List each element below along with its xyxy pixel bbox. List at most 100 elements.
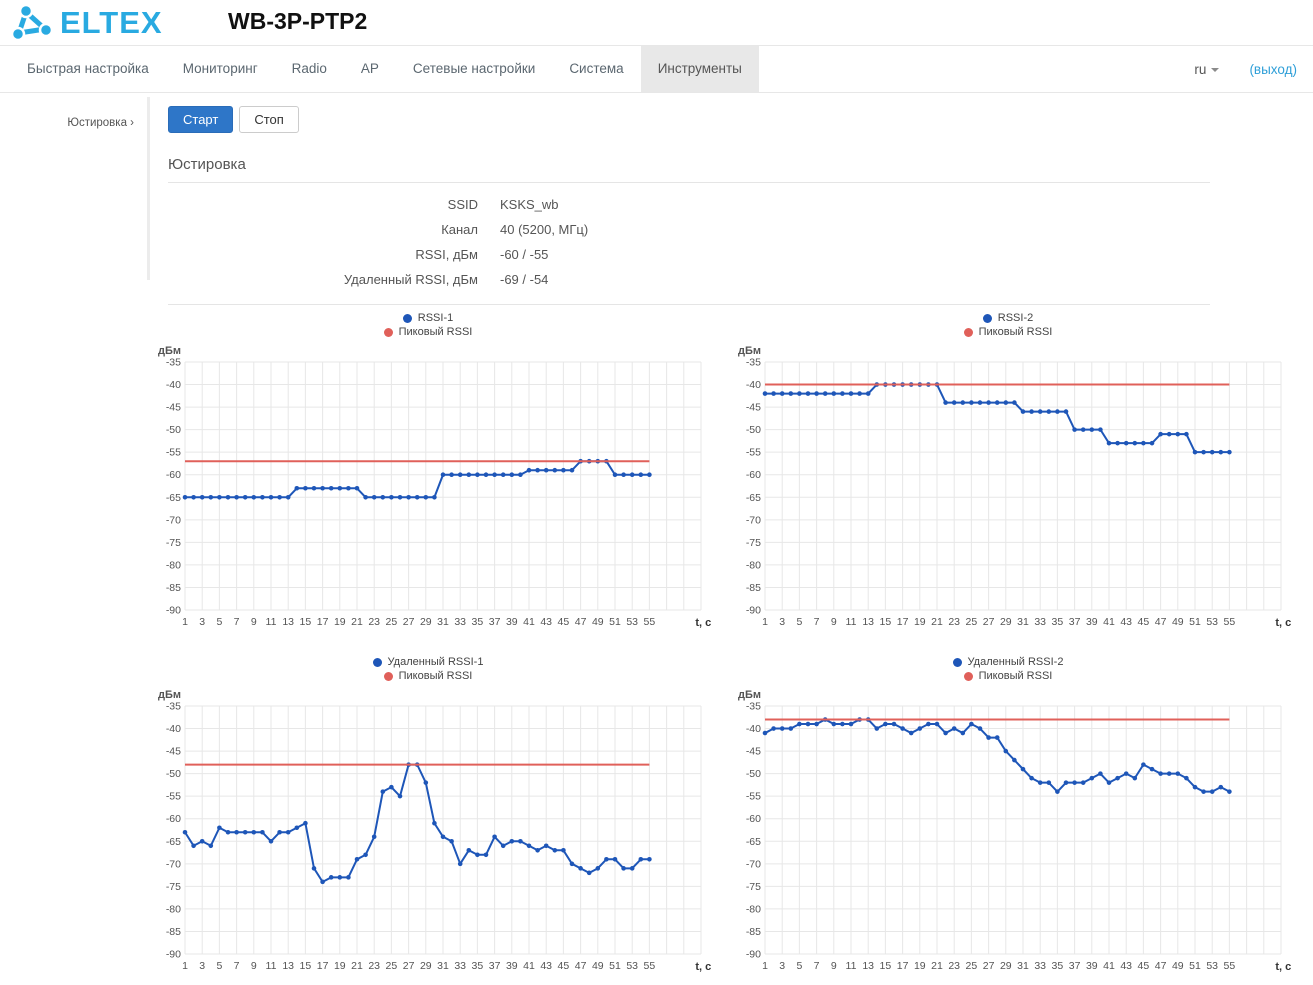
svg-text:41: 41 xyxy=(523,960,535,972)
start-button[interactable]: Старт xyxy=(168,106,234,133)
svg-text:17: 17 xyxy=(317,616,329,628)
svg-text:55: 55 xyxy=(1224,960,1236,972)
svg-text:35: 35 xyxy=(472,960,484,972)
nav-tab-system[interactable]: Система xyxy=(569,61,624,76)
nav-tab-radio[interactable]: Radio xyxy=(291,61,327,76)
svg-text:17: 17 xyxy=(897,960,909,972)
field-label: RSSI, дБм xyxy=(415,247,478,262)
svg-text:-50: -50 xyxy=(166,768,181,780)
svg-text:19: 19 xyxy=(334,960,346,972)
field-value: -69 / -54 xyxy=(500,272,549,287)
svg-text:25: 25 xyxy=(386,960,398,972)
chart-rssi-1: RSSI-1 Пиковый RSSI -35 -40 -45 -50 -55 -60 -65… xyxy=(155,311,735,641)
svg-text:-35: -35 xyxy=(746,357,761,369)
svg-text:-80: -80 xyxy=(746,903,761,915)
svg-text:31: 31 xyxy=(1017,616,1029,628)
svg-text:51: 51 xyxy=(1189,616,1201,628)
legend-label: Пиковый RSSI xyxy=(398,326,473,338)
nav-tab-quick-setup[interactable]: Быстрая настройка xyxy=(27,61,149,76)
svg-text:t, c: t, c xyxy=(1275,617,1291,629)
svg-text:-75: -75 xyxy=(166,881,181,893)
rssi-1-plot[interactable]: -35 -40 -45 -50 -55 -60 -65 -70 -75 -80 -85 -90 1 3 5 7… xyxy=(155,340,735,641)
sidebar: Юстировка › xyxy=(0,97,150,280)
chart-legend: RSSI-1 Пиковый RSSI xyxy=(155,311,701,339)
nav-tab-monitoring[interactable]: Мониторинг xyxy=(182,61,258,76)
language-dropdown[interactable]: ru xyxy=(1194,62,1220,77)
svg-text:37: 37 xyxy=(489,960,501,972)
svg-text:-80: -80 xyxy=(166,903,181,915)
svg-text:41: 41 xyxy=(523,616,535,628)
legend-dot-icon xyxy=(383,671,393,681)
legend-label: Удаленный RSSI-2 xyxy=(967,656,1064,668)
svg-text:47: 47 xyxy=(575,960,587,972)
svg-text:23: 23 xyxy=(948,960,960,972)
svg-text:-55: -55 xyxy=(746,791,761,803)
svg-text:-40: -40 xyxy=(746,379,761,391)
svg-text:t, c: t, c xyxy=(1275,961,1291,973)
svg-text:33: 33 xyxy=(1034,616,1046,628)
svg-text:21: 21 xyxy=(351,616,363,628)
svg-text:47: 47 xyxy=(575,616,587,628)
svg-text:-40: -40 xyxy=(746,723,761,735)
svg-text:7: 7 xyxy=(234,960,240,972)
logout-link[interactable]: (выход) xyxy=(1249,61,1297,77)
svg-text:-80: -80 xyxy=(166,559,181,571)
legend-item: Пиковый RSSI xyxy=(383,669,472,683)
svg-text:-85: -85 xyxy=(746,926,761,938)
nav-tab-ap[interactable]: AP xyxy=(360,61,379,76)
svg-text:27: 27 xyxy=(983,616,995,628)
svg-text:1: 1 xyxy=(762,616,768,628)
svg-text:-90: -90 xyxy=(746,605,761,617)
legend-item: RSSI-2 xyxy=(982,311,1033,325)
chart-legend: Удаленный RSSI-1 Пиковый RSSI xyxy=(155,655,701,683)
rssi-2-plot[interactable]: -35 -40 -45 -50 -55 -60 -65 -70 -75 -80 -85 -90 1 3 5 7… xyxy=(735,340,1313,641)
field-label: Удаленный RSSI, дБм xyxy=(343,272,478,287)
svg-text:7: 7 xyxy=(814,616,820,628)
field-row-remote-rssi: Удаленный RSSI, дБм -69 / -54 xyxy=(168,267,1313,292)
svg-text:25: 25 xyxy=(966,960,978,972)
svg-text:33: 33 xyxy=(1034,960,1046,972)
svg-text:-90: -90 xyxy=(746,949,761,961)
svg-text:7: 7 xyxy=(814,960,820,972)
svg-text:29: 29 xyxy=(1000,960,1012,972)
charts-grid: RSSI-1 Пиковый RSSI -35 -40 -45 -50 -55 -60 -65… xyxy=(0,311,1313,985)
svg-text:-60: -60 xyxy=(166,813,181,825)
svg-text:31: 31 xyxy=(437,960,449,972)
svg-text:37: 37 xyxy=(1069,616,1081,628)
legend-item: RSSI-1 xyxy=(402,311,453,325)
remote-rssi-1-plot[interactable]: -35 -40 -45 -50 -55 -60 -65 -70 -75 -80 -85 -90 1 3 5 7… xyxy=(155,684,735,985)
alignment-summary: SSID KSKS_wb Канал 40 (5200, МГц) RSSI, … xyxy=(168,192,1313,292)
svg-text:-80: -80 xyxy=(746,559,761,571)
legend-item: Пиковый RSSI xyxy=(963,325,1052,339)
remote-rssi-2-plot[interactable]: -35 -40 -45 -50 -55 -60 -65 -70 -75 -80 -85 -90 1 3 5 7… xyxy=(735,684,1313,985)
nav-tab-tools[interactable]: Инструменты xyxy=(640,46,759,92)
svg-text:-35: -35 xyxy=(166,357,181,369)
svg-text:53: 53 xyxy=(1206,616,1218,628)
main-panel: Старт Стоп Юстировка SSID KSKS_wb Канал … xyxy=(168,93,1313,305)
svg-text:3: 3 xyxy=(199,960,205,972)
svg-text:3: 3 xyxy=(199,616,205,628)
stop-button[interactable]: Стоп xyxy=(239,106,299,133)
svg-text:53: 53 xyxy=(626,960,638,972)
legend-dot-icon xyxy=(963,671,973,681)
svg-text:27: 27 xyxy=(403,616,415,628)
svg-text:3: 3 xyxy=(779,960,785,972)
svg-text:-50: -50 xyxy=(746,768,761,780)
svg-text:19: 19 xyxy=(914,616,926,628)
svg-text:35: 35 xyxy=(472,616,484,628)
svg-text:дБм: дБм xyxy=(738,345,761,357)
field-row-channel: Канал 40 (5200, МГц) xyxy=(168,217,1313,242)
svg-text:45: 45 xyxy=(1138,960,1150,972)
svg-text:1: 1 xyxy=(182,616,188,628)
svg-text:-45: -45 xyxy=(746,746,761,758)
sidebar-item-alignment[interactable]: Юстировка › xyxy=(67,117,134,129)
svg-text:11: 11 xyxy=(846,960,857,972)
svg-text:23: 23 xyxy=(368,960,380,972)
legend-dot-icon xyxy=(952,657,962,667)
svg-text:-65: -65 xyxy=(166,836,181,848)
svg-text:21: 21 xyxy=(931,960,943,972)
svg-text:13: 13 xyxy=(282,960,294,972)
svg-text:53: 53 xyxy=(626,616,638,628)
field-value: 40 (5200, МГц) xyxy=(500,222,589,237)
nav-tab-network-settings[interactable]: Сетевые настройки xyxy=(412,61,536,76)
